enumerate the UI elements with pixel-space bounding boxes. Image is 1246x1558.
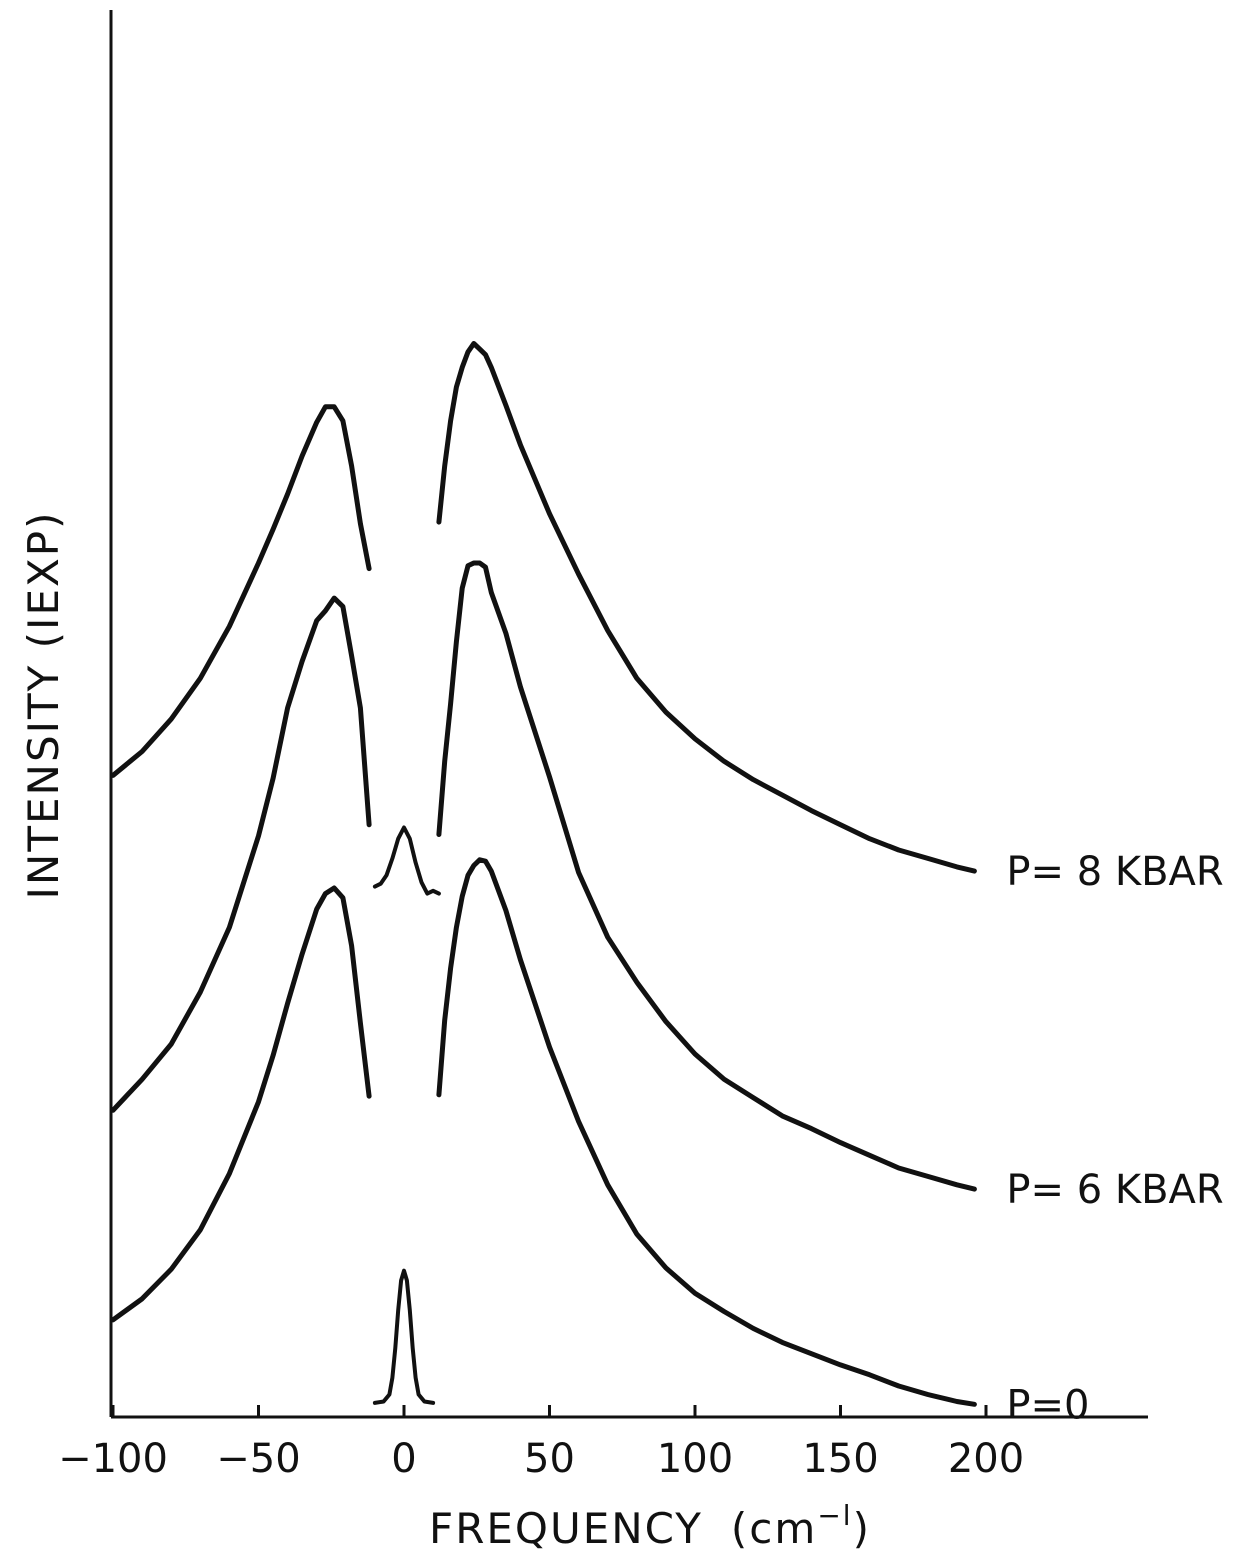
series-line <box>110 560 977 1192</box>
series-labels: P= 8 KBAR P= 6 KBAR P=0 <box>1006 849 1223 1428</box>
x-tick-label: 0 <box>391 1436 416 1482</box>
x-tick-label: 200 <box>948 1436 1024 1482</box>
x-axis-unit-suffix: ) <box>853 1504 871 1553</box>
x-axis-ticks <box>111 1405 988 1417</box>
series-label: P= 8 KBAR <box>1006 849 1223 895</box>
y-axis-title: INTENSITY (IEXP) <box>19 511 68 900</box>
series-line <box>110 341 977 874</box>
series-label: P= 6 KBAR <box>1006 1167 1223 1213</box>
x-axis-tick-labels: −100 −50 0 50 100 150 200 <box>58 1436 1024 1482</box>
x-axis-title-text: FREQUENCY <box>429 1504 703 1553</box>
x-tick-label: −50 <box>216 1436 300 1482</box>
reference-peak-line <box>372 1268 436 1405</box>
series-label: P=0 <box>1006 1382 1089 1428</box>
x-axis-unit-prefix: (cm <box>731 1504 817 1553</box>
series-line <box>110 857 977 1407</box>
x-tick-label: −100 <box>58 1436 168 1482</box>
x-tick-label: 50 <box>524 1436 575 1482</box>
x-tick-label: 100 <box>657 1436 733 1482</box>
reference-peak-line <box>372 825 441 896</box>
x-axis-unit-exponent: −l <box>817 1499 852 1532</box>
series-layer <box>110 341 977 1407</box>
x-axis-title: FREQUENCY (cm−l) <box>429 1499 871 1553</box>
x-tick-label: 150 <box>802 1436 878 1482</box>
